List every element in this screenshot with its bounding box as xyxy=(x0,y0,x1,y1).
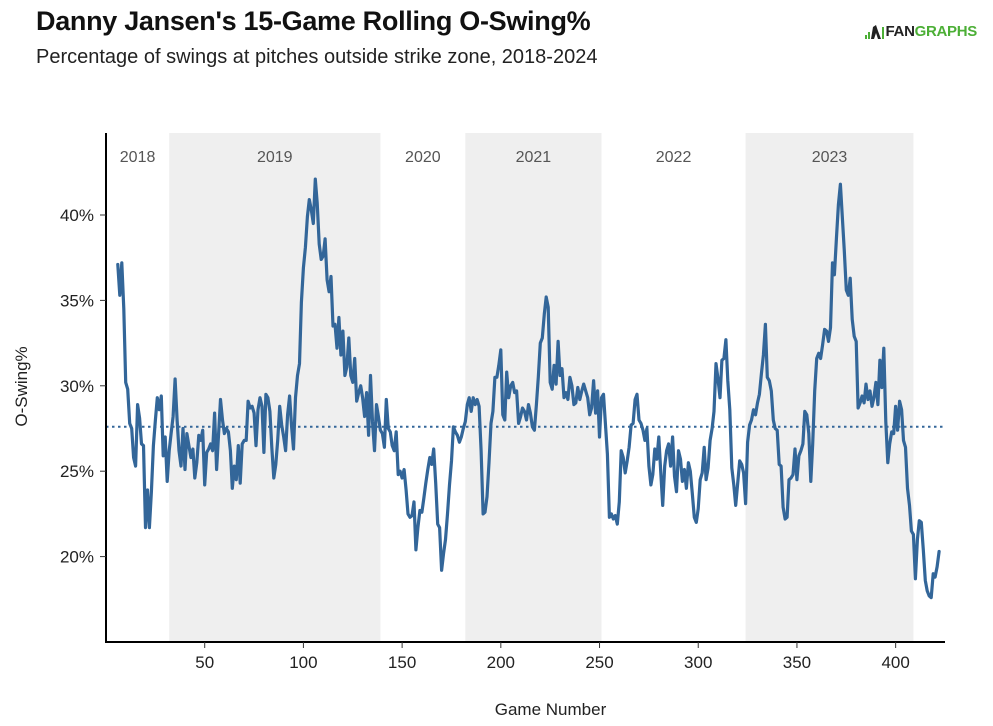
y-tick-label: 25% xyxy=(60,462,94,481)
x-axis-ticks: 50 100 150 200 250 300 350 400 xyxy=(195,642,910,672)
chart-title: Danny Jansen's 15-Game Rolling O-Swing% xyxy=(36,6,591,36)
logo-text-fan: FAN xyxy=(885,23,915,40)
fangraphs-logo-icon xyxy=(864,24,884,39)
season-band-2019 xyxy=(169,133,381,642)
y-tick-label: 30% xyxy=(60,377,94,396)
logo-text-graphs: GRAPHS xyxy=(914,23,978,40)
season-label-2020: 2020 xyxy=(405,149,441,166)
season-label-2021: 2021 xyxy=(516,149,552,166)
season-label-2022: 2022 xyxy=(656,149,692,166)
x-axis-title: Game Number xyxy=(495,700,607,719)
x-tick-label: 300 xyxy=(684,653,712,672)
y-axis-ticks: 20% 25% 30% 35% 40% xyxy=(60,206,106,567)
y-tick-label: 40% xyxy=(60,206,94,225)
y-tick-label: 35% xyxy=(60,291,94,310)
x-tick-label: 150 xyxy=(388,653,416,672)
o-swing-line xyxy=(116,177,941,600)
x-tick-label: 400 xyxy=(881,653,909,672)
season-label-2019: 2019 xyxy=(257,149,293,166)
season-label-2023: 2023 xyxy=(812,149,848,166)
season-labels: 2018 2019 2020 2021 2022 2023 xyxy=(120,149,848,166)
season-label-2018: 2018 xyxy=(120,149,156,166)
y-tick-label: 20% xyxy=(60,548,94,567)
x-tick-label: 250 xyxy=(585,653,613,672)
x-tick-label: 350 xyxy=(783,653,811,672)
chart-subtitle: Percentage of swings at pitches outside … xyxy=(36,46,598,68)
season-band-2021 xyxy=(465,133,602,642)
x-tick-label: 50 xyxy=(195,653,214,672)
fangraphs-logo[interactable]: FAN GRAPHS xyxy=(864,23,978,40)
x-tick-label: 100 xyxy=(289,653,317,672)
y-axis-title: O-Swing% xyxy=(12,346,31,426)
season-bands xyxy=(169,133,914,642)
x-tick-label: 200 xyxy=(487,653,515,672)
